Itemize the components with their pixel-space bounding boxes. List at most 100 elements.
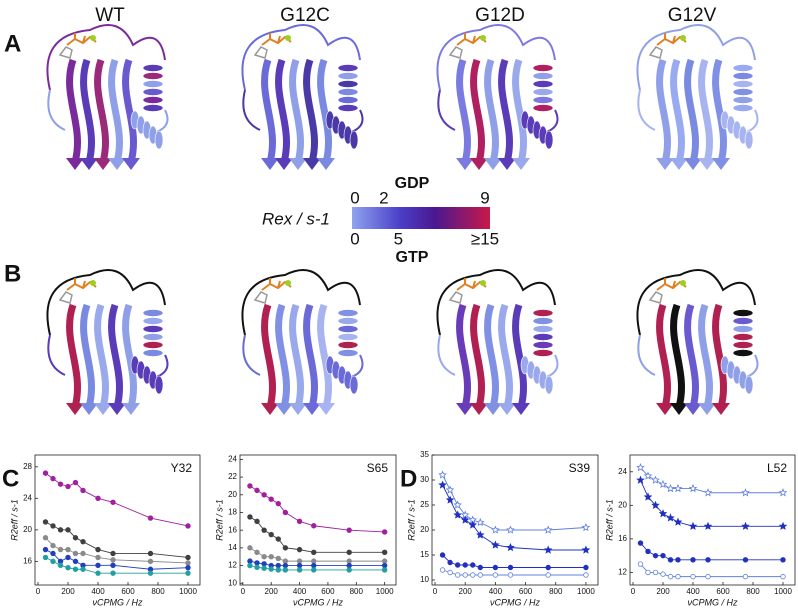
colorbar-gradient	[352, 207, 490, 229]
loop	[241, 24, 361, 91]
data-point	[636, 463, 645, 472]
y-tick-label: 24	[23, 493, 32, 502]
x-tick-label: 1000	[577, 587, 595, 596]
x-tick-label: 800	[151, 587, 165, 596]
strand	[94, 303, 109, 408]
series-line	[442, 484, 586, 551]
data-point	[346, 562, 352, 569]
colorbar-tick-label: 5	[394, 229, 403, 248]
data-point	[72, 558, 79, 565]
colorbar-title: GDP	[395, 175, 430, 192]
data-point	[492, 564, 499, 571]
helix	[142, 64, 164, 72]
data-point	[185, 554, 191, 561]
data-point	[381, 567, 388, 573]
helix	[532, 317, 554, 325]
strand	[275, 58, 290, 163]
ligand	[58, 46, 73, 59]
data-point	[780, 573, 786, 580]
loop	[46, 269, 166, 336]
helix	[142, 341, 164, 349]
strand	[122, 303, 137, 408]
y-tick-label: 24	[618, 467, 627, 476]
strand-arrow	[656, 403, 674, 415]
helix	[142, 72, 164, 80]
series-line	[249, 547, 385, 562]
data-point	[545, 564, 551, 571]
y-tick-label: 35	[420, 450, 429, 459]
data-point	[643, 492, 653, 501]
y-tick-label: 15	[420, 550, 429, 559]
helix	[732, 72, 754, 80]
data-point	[690, 557, 696, 563]
colorbar-tick-label: 0	[350, 229, 359, 248]
data-point	[477, 572, 483, 578]
data-point	[673, 517, 683, 526]
data-point	[50, 550, 56, 557]
data-point	[651, 500, 660, 510]
x-tick-label: 400	[91, 587, 105, 596]
data-point	[439, 552, 446, 558]
y-tick-label: 10	[228, 578, 237, 587]
data-point	[254, 564, 260, 571]
data-point	[147, 558, 154, 565]
x-tick-label: 600	[121, 587, 135, 596]
loop	[636, 269, 756, 336]
strand-arrow	[261, 403, 279, 415]
strand	[122, 58, 137, 163]
chart: 0 200 400 600 800 1000 10 12 14 16 18 20 22 24 νCPMG /…	[214, 454, 397, 607]
data-point	[445, 485, 455, 494]
strand	[80, 58, 95, 163]
helix	[337, 64, 359, 72]
data-point	[346, 567, 352, 573]
data-point	[247, 514, 253, 520]
data-point	[110, 557, 116, 563]
data-point	[261, 565, 267, 571]
x-tick-label: 0	[241, 587, 246, 596]
data-point	[583, 572, 589, 578]
series-line	[45, 549, 189, 570]
strand	[670, 58, 685, 163]
strand	[303, 58, 318, 163]
series-line	[640, 467, 783, 494]
strand	[66, 303, 81, 408]
y-tick-label: 16	[23, 556, 32, 565]
strand	[108, 303, 123, 408]
data-point	[247, 562, 253, 569]
data-point	[42, 519, 49, 525]
data-point	[261, 492, 267, 498]
data-point	[381, 529, 388, 535]
ligand	[648, 291, 663, 304]
strand-arrow	[108, 158, 126, 170]
data-point	[454, 572, 461, 578]
helix	[142, 333, 164, 341]
data-point	[439, 567, 446, 573]
data-point	[438, 470, 447, 479]
x-tick-label: 600	[321, 587, 335, 596]
strand	[470, 58, 485, 163]
data-point	[247, 545, 253, 551]
ligand	[58, 291, 73, 304]
data-point	[741, 521, 750, 530]
series-line	[45, 472, 189, 527]
helix	[337, 325, 359, 333]
data-point	[645, 548, 651, 555]
variant-title: G12V	[668, 5, 717, 26]
data-point	[50, 475, 56, 482]
data-point	[742, 557, 749, 563]
strand-arrow	[289, 158, 307, 170]
data-point	[705, 557, 711, 563]
strand-arrow	[80, 158, 98, 170]
colorbar-title: GTP	[396, 249, 429, 266]
plot-frame	[239, 454, 397, 586]
strand-arrow	[512, 158, 530, 170]
y-tick-label: 18	[228, 508, 237, 517]
data-point	[268, 496, 274, 502]
data-point	[492, 572, 499, 578]
data-point	[688, 521, 698, 530]
data-point	[65, 527, 71, 533]
y-tick-label: 24	[228, 455, 237, 464]
data-point	[65, 554, 71, 561]
data-point	[703, 488, 713, 497]
helix	[142, 349, 164, 357]
